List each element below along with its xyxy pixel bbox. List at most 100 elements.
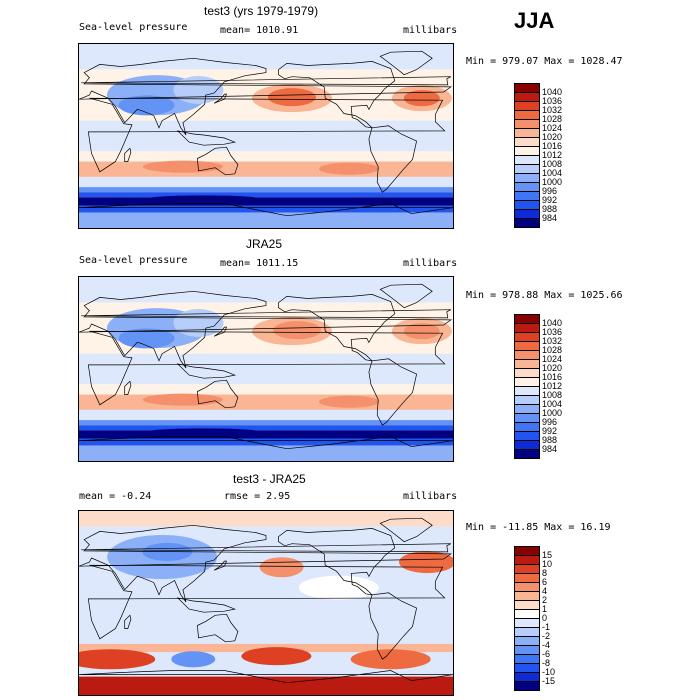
colorbar-tick-label: 996 — [542, 186, 558, 196]
colorbar-tick-label: 10 — [542, 559, 553, 569]
colorbar-tick-label: 1004 — [542, 168, 563, 178]
colorbar-tick-label: 1020 — [542, 363, 563, 373]
colorbar-swatch — [515, 619, 539, 628]
east-asia-low — [173, 76, 224, 104]
colorbar-tick-label: 6 — [542, 577, 548, 587]
colorbar-swatch — [515, 673, 539, 682]
colorbar-swatch — [515, 210, 539, 219]
diff-antarctica-positive — [79, 676, 453, 695]
colorbar-swatch — [515, 129, 539, 138]
colorbar-swatch — [515, 324, 539, 333]
colorbar-tick-label: -4 — [542, 640, 551, 650]
north-pacific-high-core — [273, 321, 322, 340]
colorbar-swatch — [515, 450, 539, 459]
panel-units-label: millibars — [403, 258, 458, 269]
panel-units-label: millibars — [403, 491, 458, 502]
pressure-band-tropics — [79, 353, 453, 385]
south-indian-ridge-core — [142, 160, 223, 173]
colorbar-tick-label: 1000 — [542, 177, 563, 187]
colorbar-swatch — [515, 601, 539, 610]
colorbar-swatch — [515, 387, 539, 396]
pressure-band-storm-track — [79, 192, 453, 198]
colorbar-swatch — [515, 93, 539, 102]
coastline-uk — [81, 543, 452, 553]
colorbar-swatch — [515, 351, 539, 360]
pressure-band-south-ridge — [79, 394, 453, 410]
colorbar-diff — [514, 546, 540, 691]
colorbar-swatch — [515, 342, 539, 351]
colorbar-tick-label: 1028 — [542, 345, 563, 355]
panel-variable-label: Sea-level pressure — [79, 22, 188, 33]
colorbar-swatch — [515, 219, 539, 228]
colorbar-tick-label: 1008 — [542, 159, 563, 169]
coastline-greenland — [379, 517, 433, 543]
coastline-madagascar — [124, 147, 132, 162]
coastline-uk — [81, 76, 452, 86]
map-model-svg — [79, 44, 453, 228]
colorbar-tick-label: 1036 — [542, 96, 563, 106]
colorbar-swatch — [515, 111, 539, 120]
colorbar-tick-label: 1024 — [542, 123, 563, 133]
colorbar-swatch — [515, 646, 539, 655]
coastline-madagascar — [124, 380, 132, 395]
colorbar-tick-label: 984 — [542, 444, 558, 454]
pressure-band-south-storm-edge — [79, 187, 453, 193]
colorbar-swatch — [515, 183, 539, 192]
pressure-band-south-mid — [79, 176, 453, 188]
colorbar-swatch — [515, 360, 539, 369]
colorbar-tick-label: 1004 — [542, 399, 563, 409]
colorbar-tick-label: 1040 — [542, 87, 563, 97]
panel-variable-label: Sea-level pressure — [79, 255, 188, 266]
coastline-uk — [81, 309, 452, 319]
coastline-indonesia — [176, 597, 237, 613]
colorbar-swatch — [515, 147, 539, 156]
asia-low-core — [118, 95, 175, 116]
pressure-band-antarctic-coast — [79, 438, 453, 446]
panel-min-max: Min = -11.85 Max = 16.19 — [466, 522, 611, 533]
coastline-japan — [213, 93, 228, 104]
coastline-europe-asia — [79, 290, 452, 369]
pressure-band-tropics — [79, 120, 453, 152]
coastline-australia — [197, 613, 239, 643]
diff-southern-ocean-negative — [171, 651, 216, 668]
colorbar-tick-label: 1020 — [542, 132, 563, 142]
diff-southern-ocean-positive-east — [241, 647, 312, 666]
pressure-band-storm-track — [79, 425, 453, 431]
diff-pacific-positive — [259, 557, 304, 578]
colorbar-obs — [514, 314, 540, 459]
colorbar-tick-label: 996 — [542, 417, 558, 427]
asia-low-core — [118, 328, 175, 349]
colorbar-swatch — [515, 583, 539, 592]
colorbar-tick-label: 8 — [542, 568, 548, 578]
colorbar-swatch — [515, 120, 539, 129]
colorbar-tick-label: -2 — [542, 631, 551, 641]
colorbar-swatch — [515, 138, 539, 147]
azores-high-core — [403, 323, 440, 340]
coastline-antarctica — [79, 670, 453, 684]
north-pacific-high-core — [267, 88, 316, 107]
colorbar-tick-label: 988 — [542, 204, 558, 214]
panel-title: test3 (yrs 1979-1979) — [204, 4, 319, 18]
map-obs-svg — [79, 277, 453, 461]
pressure-band-south-storm-edge — [79, 420, 453, 426]
south-pacific-ridge-core — [319, 162, 380, 175]
colorbar-swatch — [515, 201, 539, 210]
colorbar-swatch — [515, 405, 539, 414]
coastline-antarctica — [79, 203, 453, 217]
colorbar-tick-label: 1012 — [542, 150, 563, 160]
colorbar-swatch — [515, 432, 539, 441]
diff-band-arctic — [79, 511, 453, 527]
coastline-japan — [213, 326, 228, 337]
coastline-south-america — [368, 125, 418, 193]
coastline-europe-asia — [79, 57, 452, 136]
diff-atlantic-positive — [399, 551, 453, 574]
colorbar-swatch — [515, 156, 539, 165]
colorbar-swatch — [515, 610, 539, 619]
colorbar-swatch — [515, 547, 539, 556]
colorbar-swatch — [515, 378, 539, 387]
panel-mean-label: mean= 1010.91 — [220, 25, 299, 36]
map-panel-obs — [78, 276, 454, 462]
pressure-band-south-ridge — [79, 161, 453, 177]
panel-mean-label: mean= 1011.15 — [220, 258, 299, 269]
pressure-band-south-subtropics-edge — [79, 151, 453, 162]
